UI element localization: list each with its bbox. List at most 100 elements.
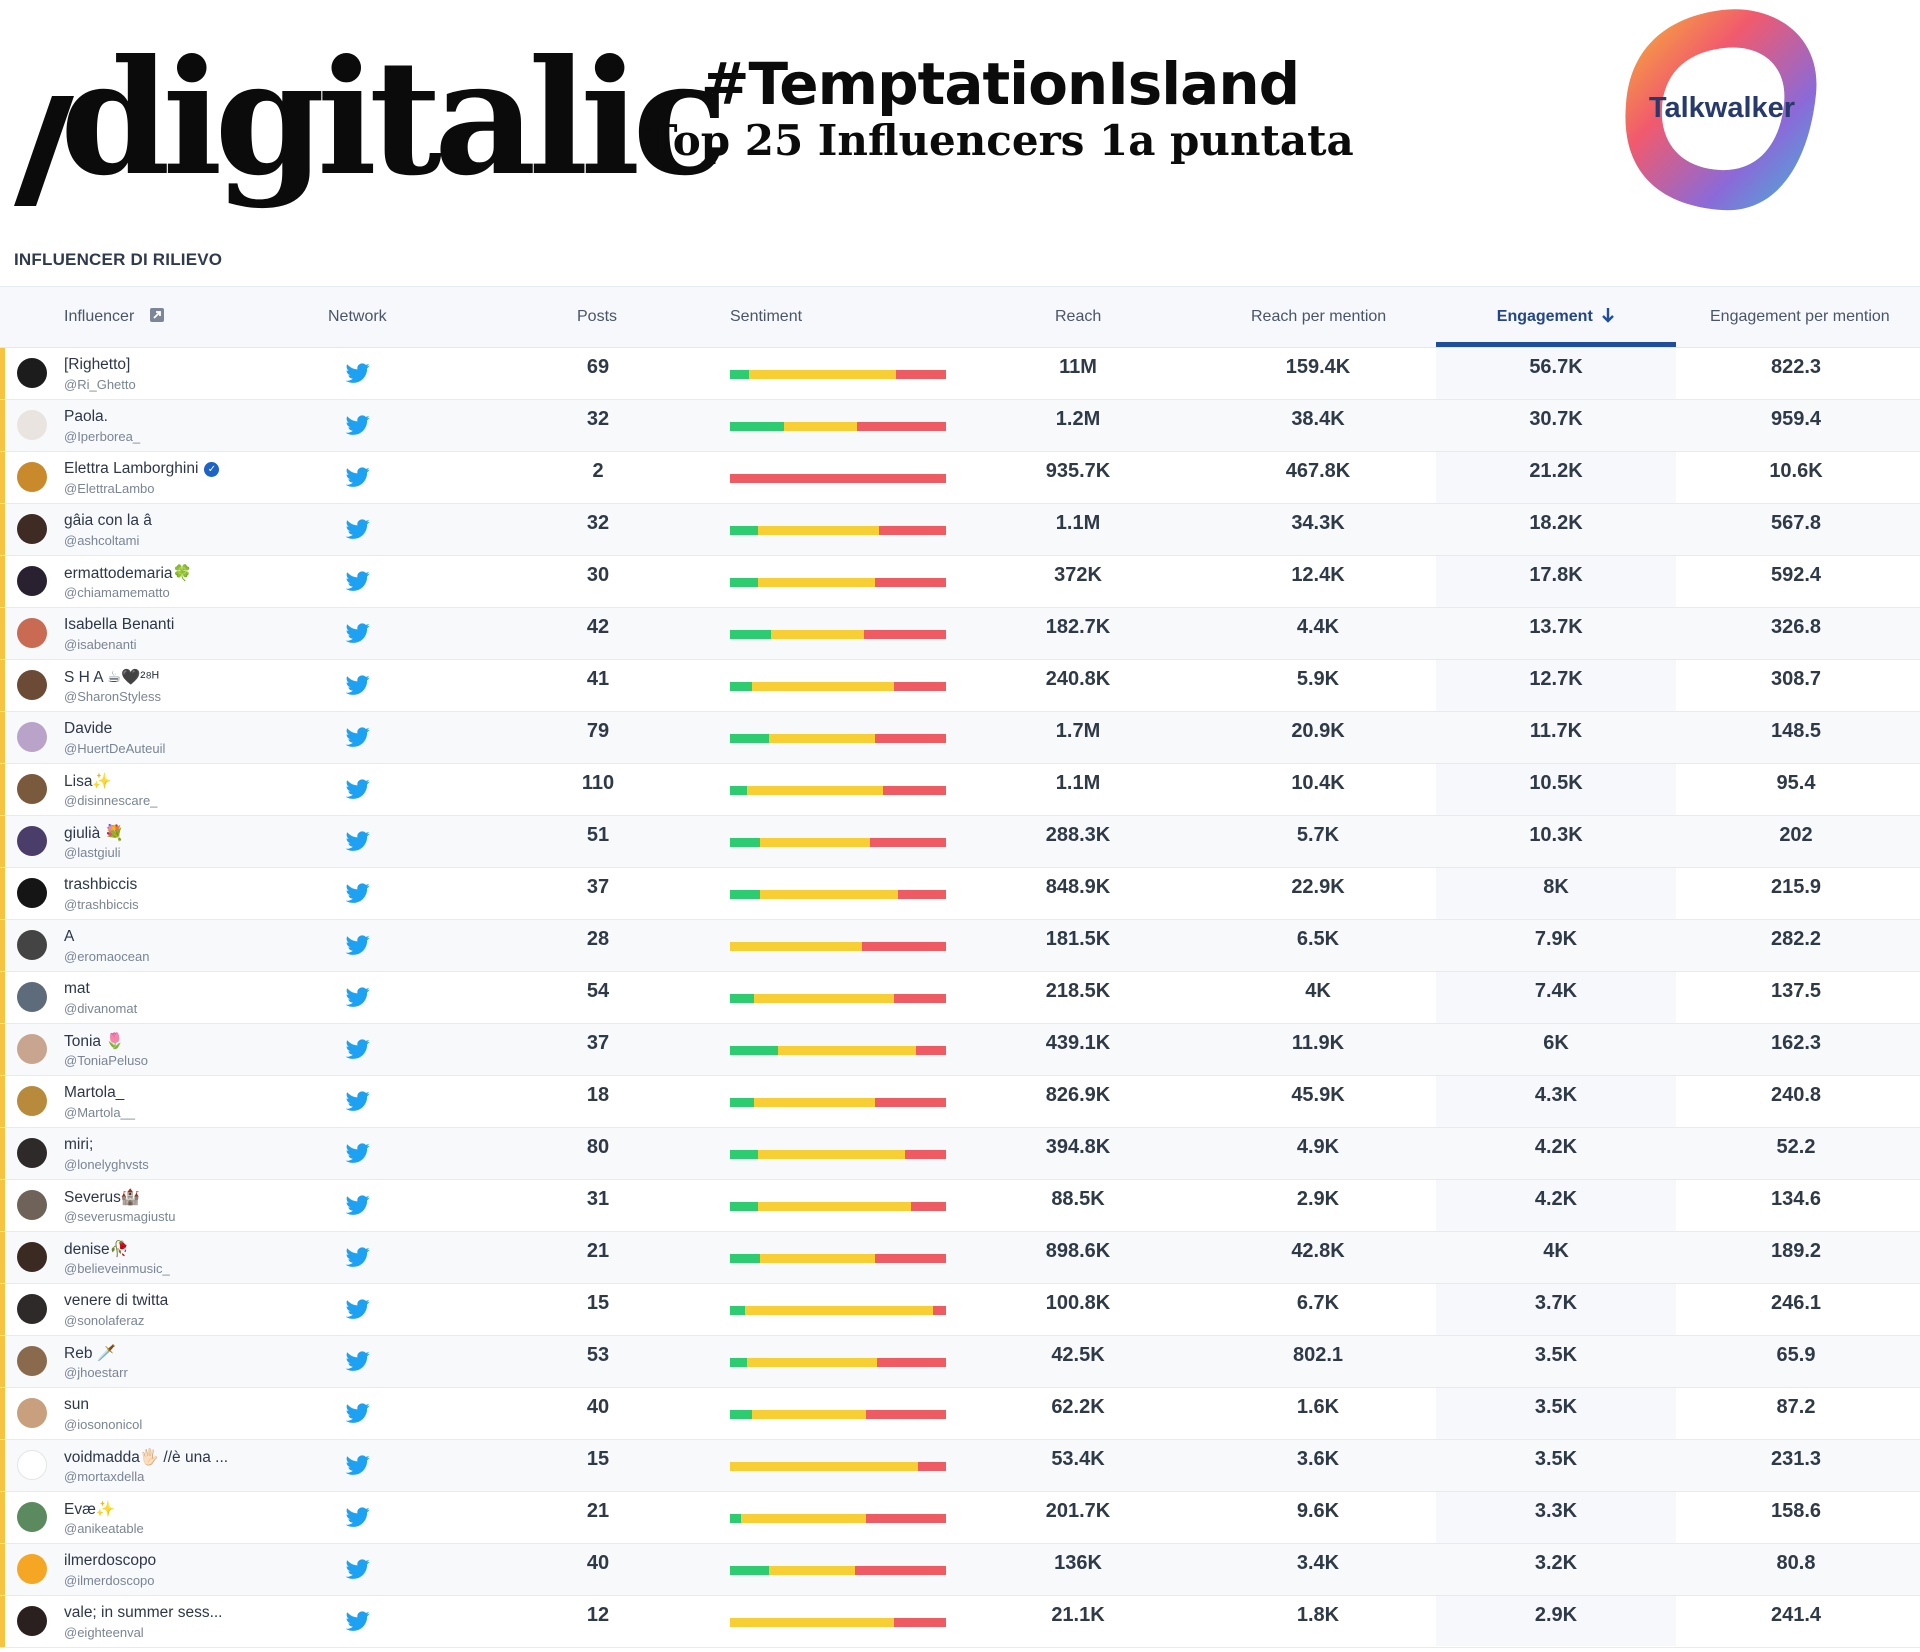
influencer-name-text[interactable]: Tonia 🌷 — [64, 1033, 125, 1050]
influencer-name[interactable]: Paola. — [64, 408, 108, 426]
influencer-handle[interactable]: @ToniaPeluso — [64, 1053, 149, 1068]
table-row[interactable]: mat @divanomat 54 218.5K 4K 7.4K 137.5 — [0, 972, 1920, 1024]
influencer-name-text[interactable]: mat — [64, 980, 90, 997]
influencer-name-text[interactable]: Severus🏰 — [64, 1189, 141, 1206]
table-row[interactable]: venere di twitta @sonolaferaz 15 100.8K 6.7K… — [0, 1284, 1920, 1336]
influencer-name-text[interactable]: Isabella Benanti — [64, 616, 175, 633]
table-row[interactable]: ermattodemaria🍀 @chiamamematto 30 372K 12.4K… — [0, 556, 1920, 608]
table-row[interactable]: sun @iosononicol 40 62.2K 1.6K 3.5K 87.2 — [0, 1388, 1920, 1440]
influencer-handle[interactable]: @SharonStyless — [64, 689, 162, 704]
influencer-name-text[interactable]: A — [64, 928, 75, 945]
influencer-name[interactable]: venere di twitta — [64, 1292, 168, 1310]
influencer-name-text[interactable]: gâia con la â — [64, 512, 152, 529]
influencer-name[interactable]: [Righetto] — [64, 356, 130, 374]
table-row[interactable]: Reb 🗡️ @jhoestarr 53 42.5K 802.1 3.5K 65.9 — [0, 1336, 1920, 1388]
influencer-name-text[interactable]: miri; — [64, 1136, 94, 1153]
influencer-name-text[interactable]: vale; in summer sess... — [64, 1604, 223, 1621]
influencer-handle[interactable]: @Martola__ — [64, 1105, 136, 1120]
influencer-handle[interactable]: @severusmagiustu — [64, 1209, 176, 1224]
avatar[interactable] — [17, 774, 47, 804]
influencer-name-text[interactable]: denise🥀 — [64, 1241, 129, 1258]
influencer-handle[interactable]: @lastgiuli — [64, 845, 121, 860]
table-row[interactable]: Martola_ @Martola__ 18 826.9K 45.9K 4.3K 240.8 — [0, 1076, 1920, 1128]
table-row[interactable]: S H A ☕🖤²⁸ᴴ @SharonStyless 41 240.8K 5.9K 12.… — [0, 660, 1920, 712]
influencer-handle[interactable]: @lonelyghvsts — [64, 1157, 149, 1172]
influencer-name-text[interactable]: Elettra Lamborghini — [64, 460, 199, 477]
influencer-name[interactable]: voidmadda🖐🏻 //è una ... — [64, 1448, 228, 1467]
influencer-name[interactable]: gâia con la â — [64, 512, 152, 530]
avatar[interactable] — [17, 670, 47, 700]
influencer-handle[interactable]: @ashcoltami — [64, 533, 140, 548]
influencer-handle[interactable]: @eighteenval — [64, 1625, 144, 1640]
table-row[interactable]: denise🥀 @believeinmusic_ 21 898.6K 42.8K 4K 18… — [0, 1232, 1920, 1284]
table-row[interactable]: Lisa✨ @disinnescare_ 110 1.1M 10.4K 10.5K 95.4 — [0, 764, 1920, 816]
influencer-name[interactable]: Davide — [64, 720, 112, 738]
influencer-name[interactable]: Tonia 🌷 — [64, 1032, 125, 1051]
avatar[interactable] — [17, 1346, 47, 1376]
influencer-name[interactable]: Lisa✨ — [64, 772, 112, 791]
table-row[interactable]: voidmadda🖐🏻 //è una ... @mortaxdella 15 53.… — [0, 1440, 1920, 1492]
table-row[interactable]: Tonia 🌷 @ToniaPeluso 37 439.1K 11.9K 6K 162.3 — [0, 1024, 1920, 1076]
influencer-name-text[interactable]: venere di twitta — [64, 1292, 169, 1309]
influencer-handle[interactable]: @HuertDeAuteuil — [64, 741, 166, 756]
avatar[interactable] — [17, 566, 47, 596]
influencer-handle[interactable]: @iosononicol — [64, 1417, 143, 1432]
influencer-name-text[interactable]: voidmadda🖐🏻 //è una ... — [64, 1449, 229, 1466]
avatar[interactable] — [17, 982, 47, 1012]
col-header-engagement-per-mention[interactable]: Engagement per mention — [1710, 308, 1890, 325]
influencer-name-text[interactable]: Reb 🗡️ — [64, 1345, 117, 1362]
table-row[interactable]: Isabella Benanti @isabenanti 42 182.7K 4.4K 1… — [0, 608, 1920, 660]
table-row[interactable]: Paola. @Iperborea_ 32 1.2M 38.4K 30.7K 959.4 — [0, 400, 1920, 452]
influencer-name[interactable]: miri; — [64, 1136, 93, 1154]
influencer-name-text[interactable]: S H A ☕🖤²⁸ᴴ — [64, 669, 159, 686]
avatar[interactable] — [17, 618, 47, 648]
avatar[interactable] — [17, 1398, 47, 1428]
influencer-name[interactable]: ermattodemaria🍀 — [64, 564, 192, 583]
influencer-name-text[interactable]: ermattodemaria🍀 — [64, 565, 192, 582]
table-row[interactable]: A @eromaocean 28 181.5K 6.5K 7.9K 282.2 — [0, 920, 1920, 972]
influencer-name-text[interactable]: Martola_ — [64, 1084, 125, 1101]
table-row[interactable]: ilmerdoscopo @ilmerdoscopo 40 136K 3.4K 3.2K 8… — [0, 1544, 1920, 1596]
influencer-name[interactable]: Martola_ — [64, 1084, 124, 1102]
influencer-name-text[interactable]: giulià 💐 — [64, 825, 124, 842]
table-row[interactable]: Severus🏰 @severusmagiustu 31 88.5K 2.9K 4.2K 1… — [0, 1180, 1920, 1232]
influencer-name-text[interactable]: Paola. — [64, 408, 108, 425]
influencer-handle[interactable]: @sonolaferaz — [64, 1313, 145, 1328]
influencer-name-text[interactable]: Evæ✨ — [64, 1501, 116, 1518]
influencer-name-text[interactable]: sun — [64, 1396, 89, 1413]
avatar[interactable] — [17, 1606, 47, 1636]
avatar[interactable] — [17, 1138, 47, 1168]
influencer-name-text[interactable]: [Righetto] — [64, 356, 131, 373]
avatar[interactable] — [17, 1502, 47, 1532]
table-row[interactable]: trashbiccis @trashbiccis 37 848.9K 22.9K 8K 21… — [0, 868, 1920, 920]
influencer-handle[interactable]: @isabenanti — [64, 637, 137, 652]
influencer-name-text[interactable]: trashbiccis — [64, 876, 138, 893]
avatar[interactable] — [17, 1450, 47, 1480]
influencer-name-text[interactable]: Lisa✨ — [64, 773, 112, 790]
col-header-engagement[interactable]: Engagement — [1436, 287, 1676, 347]
influencer-name[interactable]: giulià 💐 — [64, 824, 124, 843]
avatar[interactable] — [17, 1034, 47, 1064]
influencer-handle[interactable]: @mortaxdella — [64, 1469, 145, 1484]
influencer-name[interactable]: Reb 🗡️ — [64, 1344, 116, 1363]
influencer-name[interactable]: denise🥀 — [64, 1240, 129, 1259]
influencer-handle[interactable]: @divanomat — [64, 1001, 138, 1016]
influencer-name[interactable]: ilmerdoscopo — [64, 1552, 156, 1570]
influencer-name-text[interactable]: Davide — [64, 720, 113, 737]
table-row[interactable]: Evæ✨ @anikeatable 21 201.7K 9.6K 3.3K 158.6 — [0, 1492, 1920, 1544]
influencer-name[interactable]: mat — [64, 980, 90, 998]
influencer-name[interactable]: S H A ☕🖤²⁸ᴴ — [64, 668, 159, 687]
influencer-handle[interactable]: @ilmerdoscopo — [64, 1573, 155, 1588]
table-row[interactable]: gâia con la â @ashcoltami 32 1.1M 34.3K 18.2K… — [0, 504, 1920, 556]
col-header-sentiment[interactable]: Sentiment — [730, 308, 803, 325]
influencer-handle[interactable]: @disinnescare_ — [64, 793, 158, 808]
avatar[interactable] — [17, 1242, 47, 1272]
avatar[interactable] — [17, 878, 47, 908]
avatar[interactable] — [17, 1294, 47, 1324]
export-icon[interactable] — [149, 307, 165, 323]
influencer-handle[interactable]: @Ri_Ghetto — [64, 377, 136, 392]
influencer-name[interactable]: sun — [64, 1396, 89, 1414]
influencer-name[interactable]: Elettra Lamborghini ✓ — [64, 460, 220, 478]
influencer-handle[interactable]: @jhoestarr — [64, 1365, 128, 1380]
avatar[interactable] — [17, 826, 47, 856]
